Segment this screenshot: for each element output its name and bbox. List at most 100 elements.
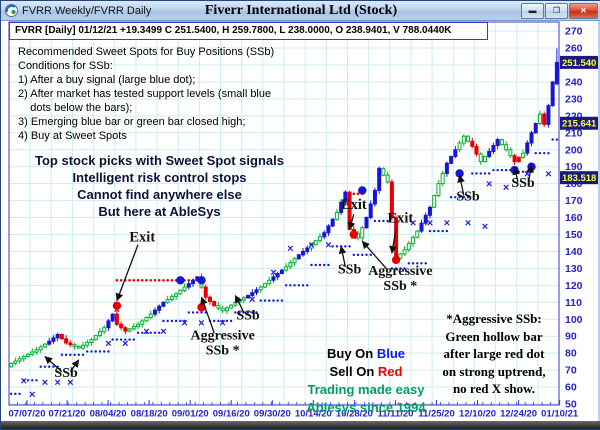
- svg-text:150: 150: [565, 229, 583, 241]
- svg-text:240: 240: [565, 76, 583, 88]
- svg-text:SSb: SSb: [338, 262, 362, 277]
- svg-text:11/11/20: 11/11/20: [377, 409, 413, 420]
- svg-text:200: 200: [565, 144, 583, 156]
- window-right-frame: [598, 20, 600, 421]
- svg-text:215.641: 215.641: [562, 119, 597, 130]
- svg-text:09/01/20: 09/01/20: [172, 409, 209, 420]
- svg-text:×: ×: [308, 240, 314, 252]
- svg-text:08/18/20: 08/18/20: [131, 409, 168, 420]
- maximize-button[interactable]: ❐: [545, 3, 568, 19]
- x-marks-layer: ××× × ×× ×× ×× × ×××× × ×× × × × ×× ×× ×××: [21, 168, 552, 400]
- promo-line-4: But here at AbleSys: [98, 204, 221, 219]
- chart-labels-layer: ExitExitExitSSbSSbSSbSSbSSbAggressiveSSb…: [54, 176, 534, 381]
- svg-text:×: ×: [21, 375, 27, 387]
- svg-text:×: ×: [482, 221, 488, 233]
- svg-text:12/24/20: 12/24/20: [500, 409, 537, 420]
- svg-text:12/10/20: 12/10/20: [459, 409, 496, 420]
- window-controls: ▬ ❐ ✕: [521, 3, 598, 19]
- svg-text:120: 120: [565, 280, 583, 292]
- svg-text:×: ×: [410, 218, 416, 230]
- svg-text:110: 110: [565, 297, 582, 309]
- svg-text:×: ×: [42, 377, 48, 389]
- svg-text:70: 70: [565, 365, 577, 377]
- svg-text:×: ×: [54, 377, 60, 389]
- svg-text:50: 50: [565, 399, 577, 411]
- svg-text:×: ×: [114, 304, 120, 316]
- svg-text:×: ×: [524, 168, 530, 180]
- svg-text:×: ×: [486, 179, 492, 191]
- svg-text:210: 210: [565, 127, 583, 139]
- svg-text:Exit: Exit: [341, 197, 367, 213]
- svg-text:07/21/20: 07/21/20: [49, 409, 86, 420]
- svg-text:×: ×: [219, 318, 225, 330]
- svg-text:60: 60: [565, 382, 577, 394]
- svg-text:11/25/20: 11/25/20: [418, 409, 454, 420]
- svg-text:10/14/20: 10/14/20: [295, 409, 332, 420]
- svg-text:130: 130: [565, 263, 583, 275]
- svg-text:SSb *: SSb *: [206, 344, 240, 359]
- svg-text:×: ×: [143, 326, 149, 338]
- svg-text:SSb: SSb: [456, 190, 480, 205]
- svg-text:01/10/21: 01/10/21: [541, 409, 579, 420]
- minimize-button[interactable]: ▬: [521, 3, 544, 19]
- svg-text:Aggressive: Aggressive: [191, 329, 255, 344]
- svg-text:×: ×: [325, 240, 331, 252]
- promo-line-3: Cannot find anywhere else: [77, 187, 242, 202]
- svg-text:×: ×: [122, 338, 128, 350]
- buy-sell-legend: Buy On Blue Sell On Red Trading made eas…: [291, 345, 441, 417]
- svg-text:190: 190: [565, 161, 583, 173]
- price-tags-layer: 251.540 215.641 183.518: [560, 55, 599, 185]
- app-title: Fiverr International Ltd (Stock): [204, 2, 398, 18]
- svg-text:SSb: SSb: [236, 308, 260, 323]
- svg-text:×: ×: [444, 218, 450, 230]
- svg-text:×: ×: [249, 294, 255, 306]
- svg-text:×: ×: [160, 326, 166, 338]
- tagline-1: Trading made easy: [307, 382, 425, 397]
- title-bar[interactable]: FVRR Weekly/FVRR Daily Fiverr Internatio…: [1, 1, 600, 21]
- svg-text:×: ×: [465, 218, 471, 230]
- svg-text:183.518: 183.518: [562, 173, 596, 184]
- tagline-2: Ablesys since 1994: [306, 400, 426, 415]
- svg-text:×: ×: [198, 318, 204, 330]
- svg-text:09/16/20: 09/16/20: [213, 409, 250, 420]
- svg-text:Exit: Exit: [129, 229, 155, 245]
- quote-text: FVRR [Daily] 01/12/21 +19.3499 C 251.540…: [15, 25, 452, 36]
- svg-text:×: ×: [427, 218, 433, 230]
- svg-text:SSb: SSb: [511, 176, 535, 191]
- svg-text:×: ×: [105, 338, 111, 350]
- svg-text:Aggressive: Aggressive: [368, 264, 432, 279]
- svg-text:160: 160: [565, 212, 583, 224]
- svg-text:×: ×: [29, 389, 35, 401]
- svg-text:×: ×: [351, 231, 357, 243]
- svg-text:10/28/20: 10/28/20: [336, 409, 373, 420]
- svg-text:×: ×: [287, 243, 293, 255]
- sell-word: Red: [377, 364, 403, 379]
- svg-text:230: 230: [565, 93, 583, 105]
- window-title: FVRR Weekly/FVRR Daily: [22, 4, 152, 17]
- promo-line-1: Top stock picks with Sweet Spot signals: [35, 153, 284, 168]
- svg-text:×: ×: [545, 168, 551, 180]
- aggressive-ssb-note: *Aggressive SSb: Green hollow bar after …: [442, 311, 546, 396]
- close-button[interactable]: ✕: [569, 3, 598, 19]
- grid-layer: [8, 21, 560, 406]
- quote-bar[interactable]: FVRR [Daily] 01/12/21 +19.3499 C 251.540…: [9, 22, 488, 40]
- buy-line: Buy On Blue: [326, 346, 405, 361]
- app-logo-icon: [5, 4, 18, 17]
- ssb-conditions-text: Recommended Sweet Spots for Buy Position…: [18, 46, 275, 142]
- svg-text:80: 80: [565, 348, 577, 360]
- buy-word: Blue: [376, 346, 405, 361]
- svg-text:260: 260: [565, 43, 583, 55]
- svg-text:08/04/20: 08/04/20: [90, 409, 127, 420]
- svg-text:Exit: Exit: [387, 211, 413, 227]
- svg-text:100: 100: [565, 314, 583, 326]
- svg-text:140: 140: [565, 246, 583, 258]
- promo-line-2: Intelligent risk control stops: [72, 170, 247, 185]
- svg-text:09/30/20: 09/30/20: [254, 409, 291, 420]
- svg-text:90: 90: [565, 331, 577, 343]
- sell-line: Sell On Red: [329, 364, 403, 379]
- svg-text:07/07/20: 07/07/20: [9, 409, 46, 420]
- svg-text:170: 170: [565, 195, 583, 207]
- promo-text: Top stock picks with Sweet Spot signals …: [7, 152, 312, 220]
